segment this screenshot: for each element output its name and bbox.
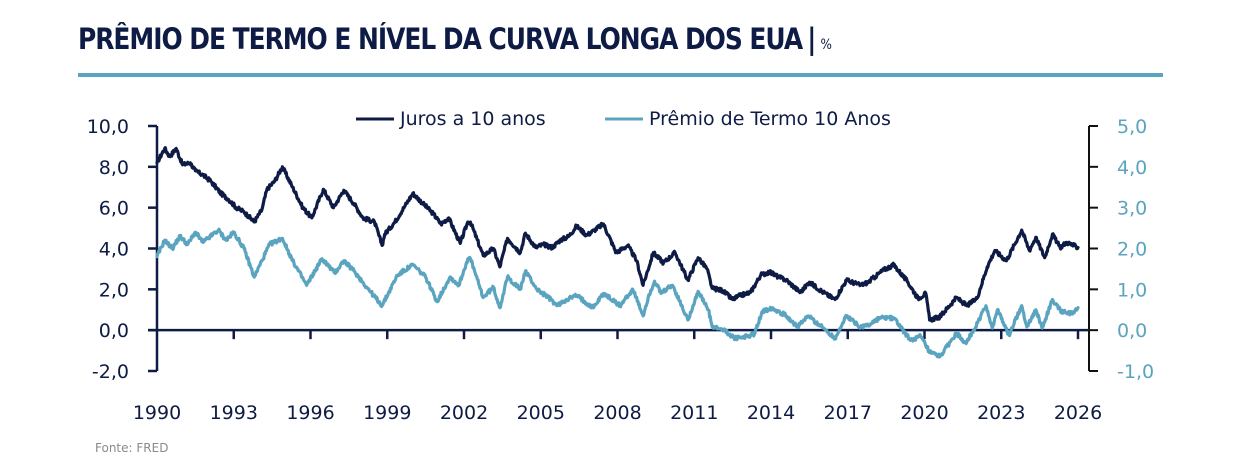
x-axis-tick-label: 2011 (670, 402, 718, 424)
x-axis-tick-label: 1990 (133, 402, 181, 424)
right-axis-tick-label: 4,0 (1117, 157, 1147, 179)
series-group (155, 146, 1080, 359)
left-axis-tick-label: 10,0 (87, 116, 129, 138)
legend-label-yield: Juros a 10 anos (399, 108, 546, 130)
x-axis-tick-label: 1999 (363, 402, 411, 424)
series-yield-10y (155, 146, 1080, 323)
legend-label-term-premium: Prêmio de Termo 10 Anos (649, 108, 891, 130)
source-note: Fonte: FRED (95, 441, 169, 455)
x-axis-tick-label: 2023 (977, 402, 1025, 424)
x-axis-tick-label: 2002 (440, 402, 488, 424)
x-axis-tick-label: 2005 (517, 402, 565, 424)
legend: Juros a 10 anos Prêmio de Termo 10 Anos (356, 108, 891, 130)
right-axis-tick-label: 2,0 (1117, 239, 1147, 261)
x-axis-tick-label: 2017 (824, 402, 872, 424)
x-axis-tick-label: 1996 (286, 402, 334, 424)
axes: 10,0 8,0 6,0 4,0 2,0 0,0 -2,0 5,0 4,0 3,0 2,0 1,0 0,… (87, 116, 1154, 424)
right-axis-tick-label: 0,0 (1117, 320, 1147, 342)
chart-title-main: PRÊMIO DE TERMO E NÍVEL DA CURVA LONGA D… (78, 22, 803, 56)
left-axis-tick-label: 8,0 (99, 157, 129, 179)
left-axis-tick-label: 0,0 (99, 320, 129, 342)
x-axis-tick-label: 2014 (747, 402, 795, 424)
right-axis-tick-label: 1,0 (1117, 279, 1147, 301)
x-axis-tick-label: 2026 (1054, 402, 1102, 424)
title-rule (78, 73, 1163, 77)
left-axis-tick-label: 2,0 (99, 279, 129, 301)
left-axis-tick-label: -2,0 (92, 361, 129, 383)
series-term-premium-10y (155, 227, 1080, 359)
right-axis-tick-label: 5,0 (1117, 116, 1147, 138)
x-axis-tick-label: 1993 (210, 402, 258, 424)
title-unit: % (820, 37, 833, 53)
title-separator: | (807, 22, 816, 56)
x-axis-tick-label: 2008 (593, 402, 641, 424)
left-axis-tick-label: 6,0 (99, 198, 129, 220)
x-axis-tick-label: 2020 (900, 402, 948, 424)
right-axis-tick-label: 3,0 (1117, 198, 1147, 220)
chart-title: PRÊMIO DE TERMO E NÍVEL DA CURVA LONGA D… (78, 22, 832, 56)
right-axis-tick-label: -1,0 (1117, 361, 1154, 383)
left-axis-tick-label: 4,0 (99, 239, 129, 261)
